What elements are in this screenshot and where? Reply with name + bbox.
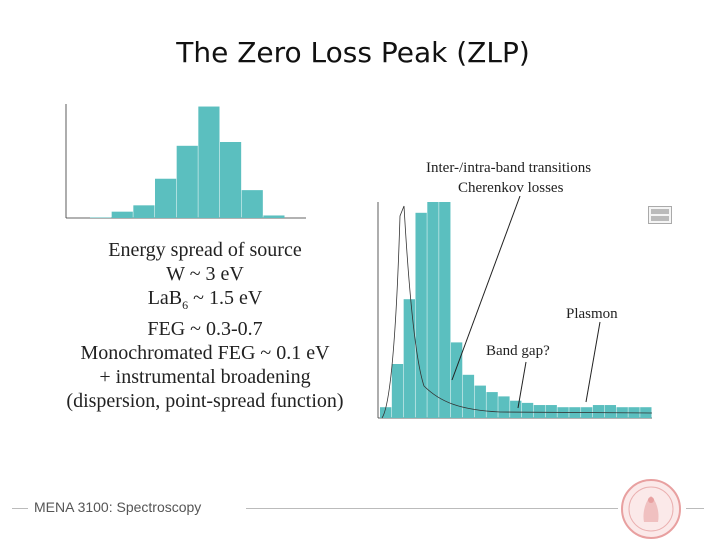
- energy-spread-list: Energy spread of source W ~ 3 eV LaB6 ~ …: [40, 238, 370, 413]
- footer-line-right: [246, 508, 618, 509]
- w-source-line: W ~ 3 eV: [166, 263, 244, 285]
- inter-intra-arrow: [451, 196, 521, 381]
- histogram-bar-2: [133, 205, 155, 218]
- mono-feg-line: Monochromated FEG ~ 0.1 eV: [80, 342, 330, 364]
- spectrum-bar-2: [403, 299, 415, 418]
- spectrum-bar-6: [450, 342, 463, 418]
- lab6-suffix: ~ 1.5 eV: [188, 287, 263, 309]
- plasmon-arrow: [585, 321, 601, 403]
- slide-title: The Zero Loss Peak (ZLP): [176, 36, 530, 69]
- plasmon-label: Plasmon: [566, 306, 618, 322]
- band-gap-arrow: [517, 361, 527, 409]
- spectrum-bar-5: [439, 202, 451, 418]
- spectrum-bar-3: [415, 212, 427, 418]
- histogram-bar-3: [155, 178, 177, 218]
- spectrum-bar-19: [604, 405, 617, 418]
- spectrum-bar-4: [427, 202, 439, 418]
- spectrum-bar-8: [474, 385, 486, 418]
- histogram-bar-4: [176, 145, 198, 218]
- histogram-bar-6: [220, 142, 242, 218]
- spectrum-bar-13: [533, 405, 546, 418]
- energy-spread-heading: Energy spread of source: [108, 239, 302, 261]
- spectrum-bar-7: [462, 374, 475, 418]
- eels-spectrum-chart: [377, 196, 653, 419]
- histogram-bar-7: [241, 190, 263, 218]
- broadening-line: + instrumental broadening: [99, 366, 311, 388]
- histogram-bar-1: [111, 211, 133, 218]
- zlp-fit-curve: [381, 205, 653, 419]
- footer-line-left: [12, 508, 28, 509]
- lab6-prefix: LaB: [147, 287, 183, 309]
- inter-intra-label: Inter-/intra-band transitions: [426, 160, 592, 176]
- feg-source-line: FEG ~ 0.3-0.7: [147, 318, 263, 340]
- university-seal-icon: [621, 479, 681, 539]
- spectrum-bar-14: [545, 405, 557, 418]
- lab6-subscript: 6: [182, 298, 189, 312]
- histogram-bar-0: [90, 217, 112, 218]
- spectrum-bar-0: [380, 407, 392, 418]
- source-energy-histogram: [65, 104, 306, 219]
- spectrum-bar-1: [391, 364, 404, 418]
- histogram-bar-5: [198, 106, 220, 218]
- dispersion-line: (dispersion, point-spread function): [66, 390, 344, 412]
- cherenkov-label: Cherenkov losses: [458, 180, 564, 196]
- chart-legend: [648, 206, 672, 224]
- spectrum-bar-18: [592, 405, 605, 418]
- spectrum-bar-9: [486, 392, 498, 418]
- band-gap-label: Band gap?: [486, 343, 550, 359]
- footer-line-far-right: [686, 508, 704, 509]
- footer-course: MENA 3100: Spectroscopy: [34, 499, 202, 515]
- lab6-source-line: LaB6 ~ 1.5 eV: [40, 286, 370, 317]
- spectrum-bar-10: [498, 396, 510, 418]
- spectrum-bar-11: [510, 400, 522, 418]
- histogram-bar-8: [263, 215, 285, 218]
- spectrum-bar-12: [521, 402, 534, 418]
